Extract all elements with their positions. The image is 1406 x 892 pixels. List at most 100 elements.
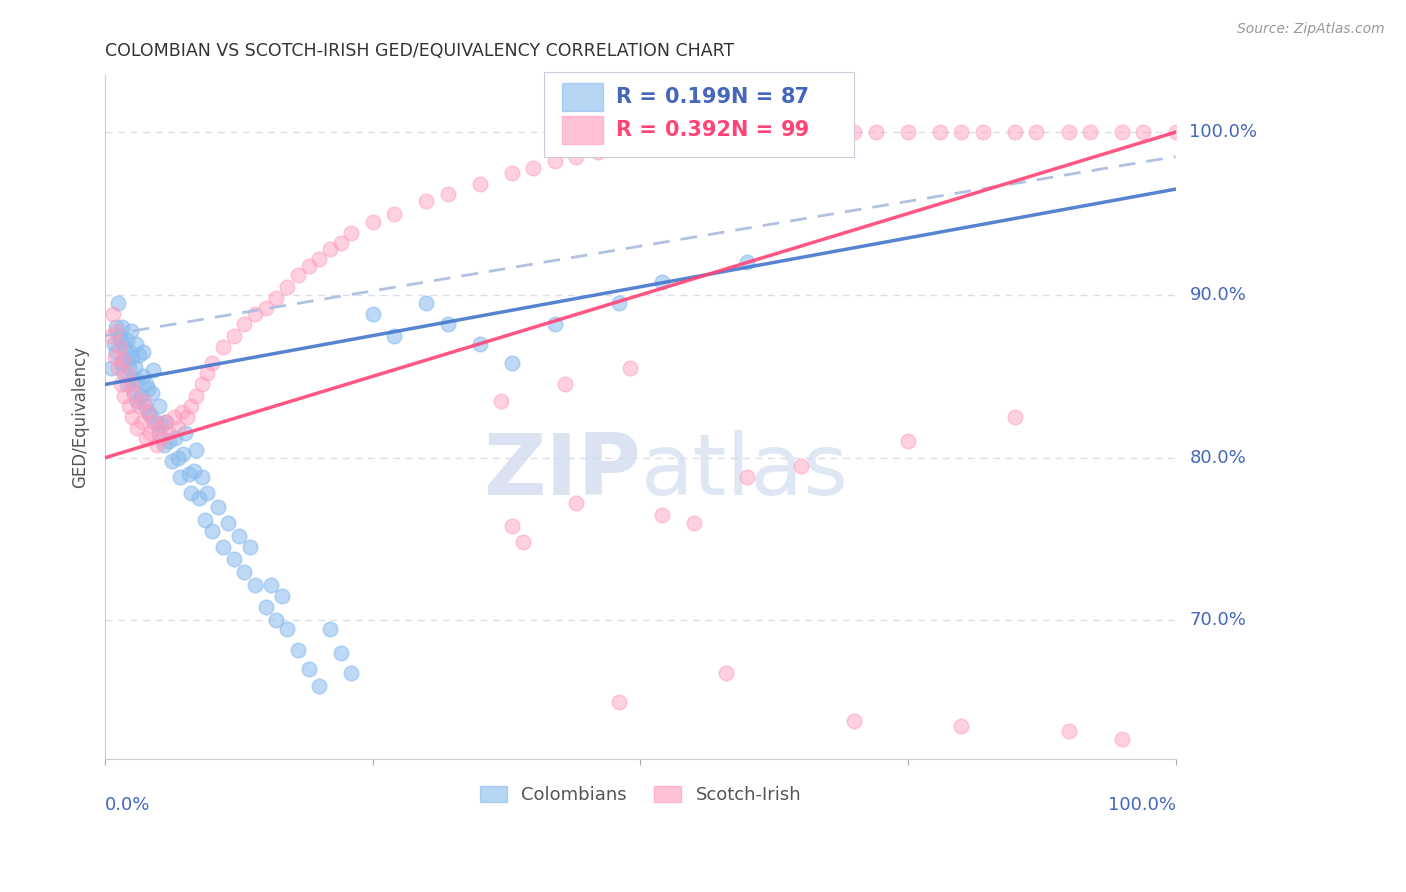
Point <box>415 194 437 208</box>
Text: 87: 87 <box>780 87 810 107</box>
Point <box>103 336 125 351</box>
Text: 100.0%: 100.0% <box>1189 123 1257 141</box>
Point <box>183 464 205 478</box>
Text: Source: ZipAtlas.com: Source: ZipAtlas.com <box>1237 22 1385 37</box>
Point <box>127 373 149 387</box>
Point <box>501 356 523 370</box>
Point <box>714 128 737 143</box>
Point <box>114 366 136 380</box>
Point <box>169 470 191 484</box>
Point <box>714 665 737 680</box>
Point <box>897 434 920 449</box>
Point <box>135 377 157 392</box>
Point <box>195 366 218 380</box>
Point <box>110 334 132 348</box>
Point <box>114 389 136 403</box>
Point <box>100 328 122 343</box>
Point <box>148 399 170 413</box>
Text: 70.0%: 70.0% <box>1189 611 1246 630</box>
Point <box>565 496 588 510</box>
Point <box>139 409 162 423</box>
Point <box>115 353 138 368</box>
Text: 100.0%: 100.0% <box>1108 797 1175 814</box>
Point <box>950 719 973 733</box>
Point <box>308 679 330 693</box>
Point <box>108 340 131 354</box>
Point <box>129 389 152 403</box>
Point <box>243 577 266 591</box>
Point <box>865 125 887 139</box>
Point <box>180 486 202 500</box>
Point <box>501 166 523 180</box>
Point <box>121 409 143 424</box>
Point <box>155 415 177 429</box>
Point <box>142 415 165 429</box>
Point <box>607 695 630 709</box>
Point <box>361 215 384 229</box>
Point <box>177 467 200 481</box>
Point <box>128 399 150 413</box>
Point <box>115 377 138 392</box>
Point <box>554 377 576 392</box>
Point <box>1132 125 1154 139</box>
Point <box>118 399 141 413</box>
Point <box>194 512 217 526</box>
Point <box>145 415 167 429</box>
Point <box>104 344 127 359</box>
Point <box>172 405 194 419</box>
Point <box>737 255 759 269</box>
Point <box>188 491 211 506</box>
Point <box>1164 125 1187 139</box>
Text: R =: R = <box>616 120 664 140</box>
Point <box>266 291 288 305</box>
Point <box>122 385 145 400</box>
Point <box>212 340 235 354</box>
Point <box>104 350 127 364</box>
Y-axis label: GED/Equivalency: GED/Equivalency <box>72 346 89 488</box>
Point <box>651 275 673 289</box>
Point <box>340 665 363 680</box>
Point <box>361 308 384 322</box>
Point <box>1057 125 1080 139</box>
Point <box>683 131 706 145</box>
Text: N =: N = <box>731 87 780 107</box>
Point <box>297 662 319 676</box>
Point <box>139 426 162 441</box>
Point <box>186 389 208 403</box>
Point <box>145 438 167 452</box>
Point <box>135 431 157 445</box>
Point <box>114 340 136 354</box>
Point <box>1111 732 1133 747</box>
Point <box>1111 125 1133 139</box>
Point <box>297 259 319 273</box>
Point <box>222 551 245 566</box>
Text: COLOMBIAN VS SCOTCH-IRISH GED/EQUIVALENCY CORRELATION CHART: COLOMBIAN VS SCOTCH-IRISH GED/EQUIVALENC… <box>105 42 734 60</box>
FancyBboxPatch shape <box>562 83 603 112</box>
Point <box>132 393 155 408</box>
Point <box>972 125 994 139</box>
Point <box>233 317 256 331</box>
Point <box>1004 409 1026 424</box>
Point <box>228 529 250 543</box>
Point <box>758 125 780 139</box>
Point <box>163 431 186 445</box>
Point <box>683 516 706 530</box>
Text: 0.199: 0.199 <box>665 87 731 107</box>
Point <box>501 519 523 533</box>
Point <box>544 317 567 331</box>
Point <box>737 125 759 139</box>
Point <box>287 642 309 657</box>
Point <box>929 125 952 139</box>
Point <box>544 154 567 169</box>
Point <box>148 421 170 435</box>
Point <box>607 296 630 310</box>
Point <box>844 714 866 729</box>
Point <box>118 361 141 376</box>
Point <box>127 393 149 408</box>
FancyBboxPatch shape <box>544 71 855 157</box>
Point <box>121 350 143 364</box>
Point <box>100 361 122 376</box>
Point <box>180 399 202 413</box>
Point <box>153 438 176 452</box>
FancyBboxPatch shape <box>562 116 603 145</box>
